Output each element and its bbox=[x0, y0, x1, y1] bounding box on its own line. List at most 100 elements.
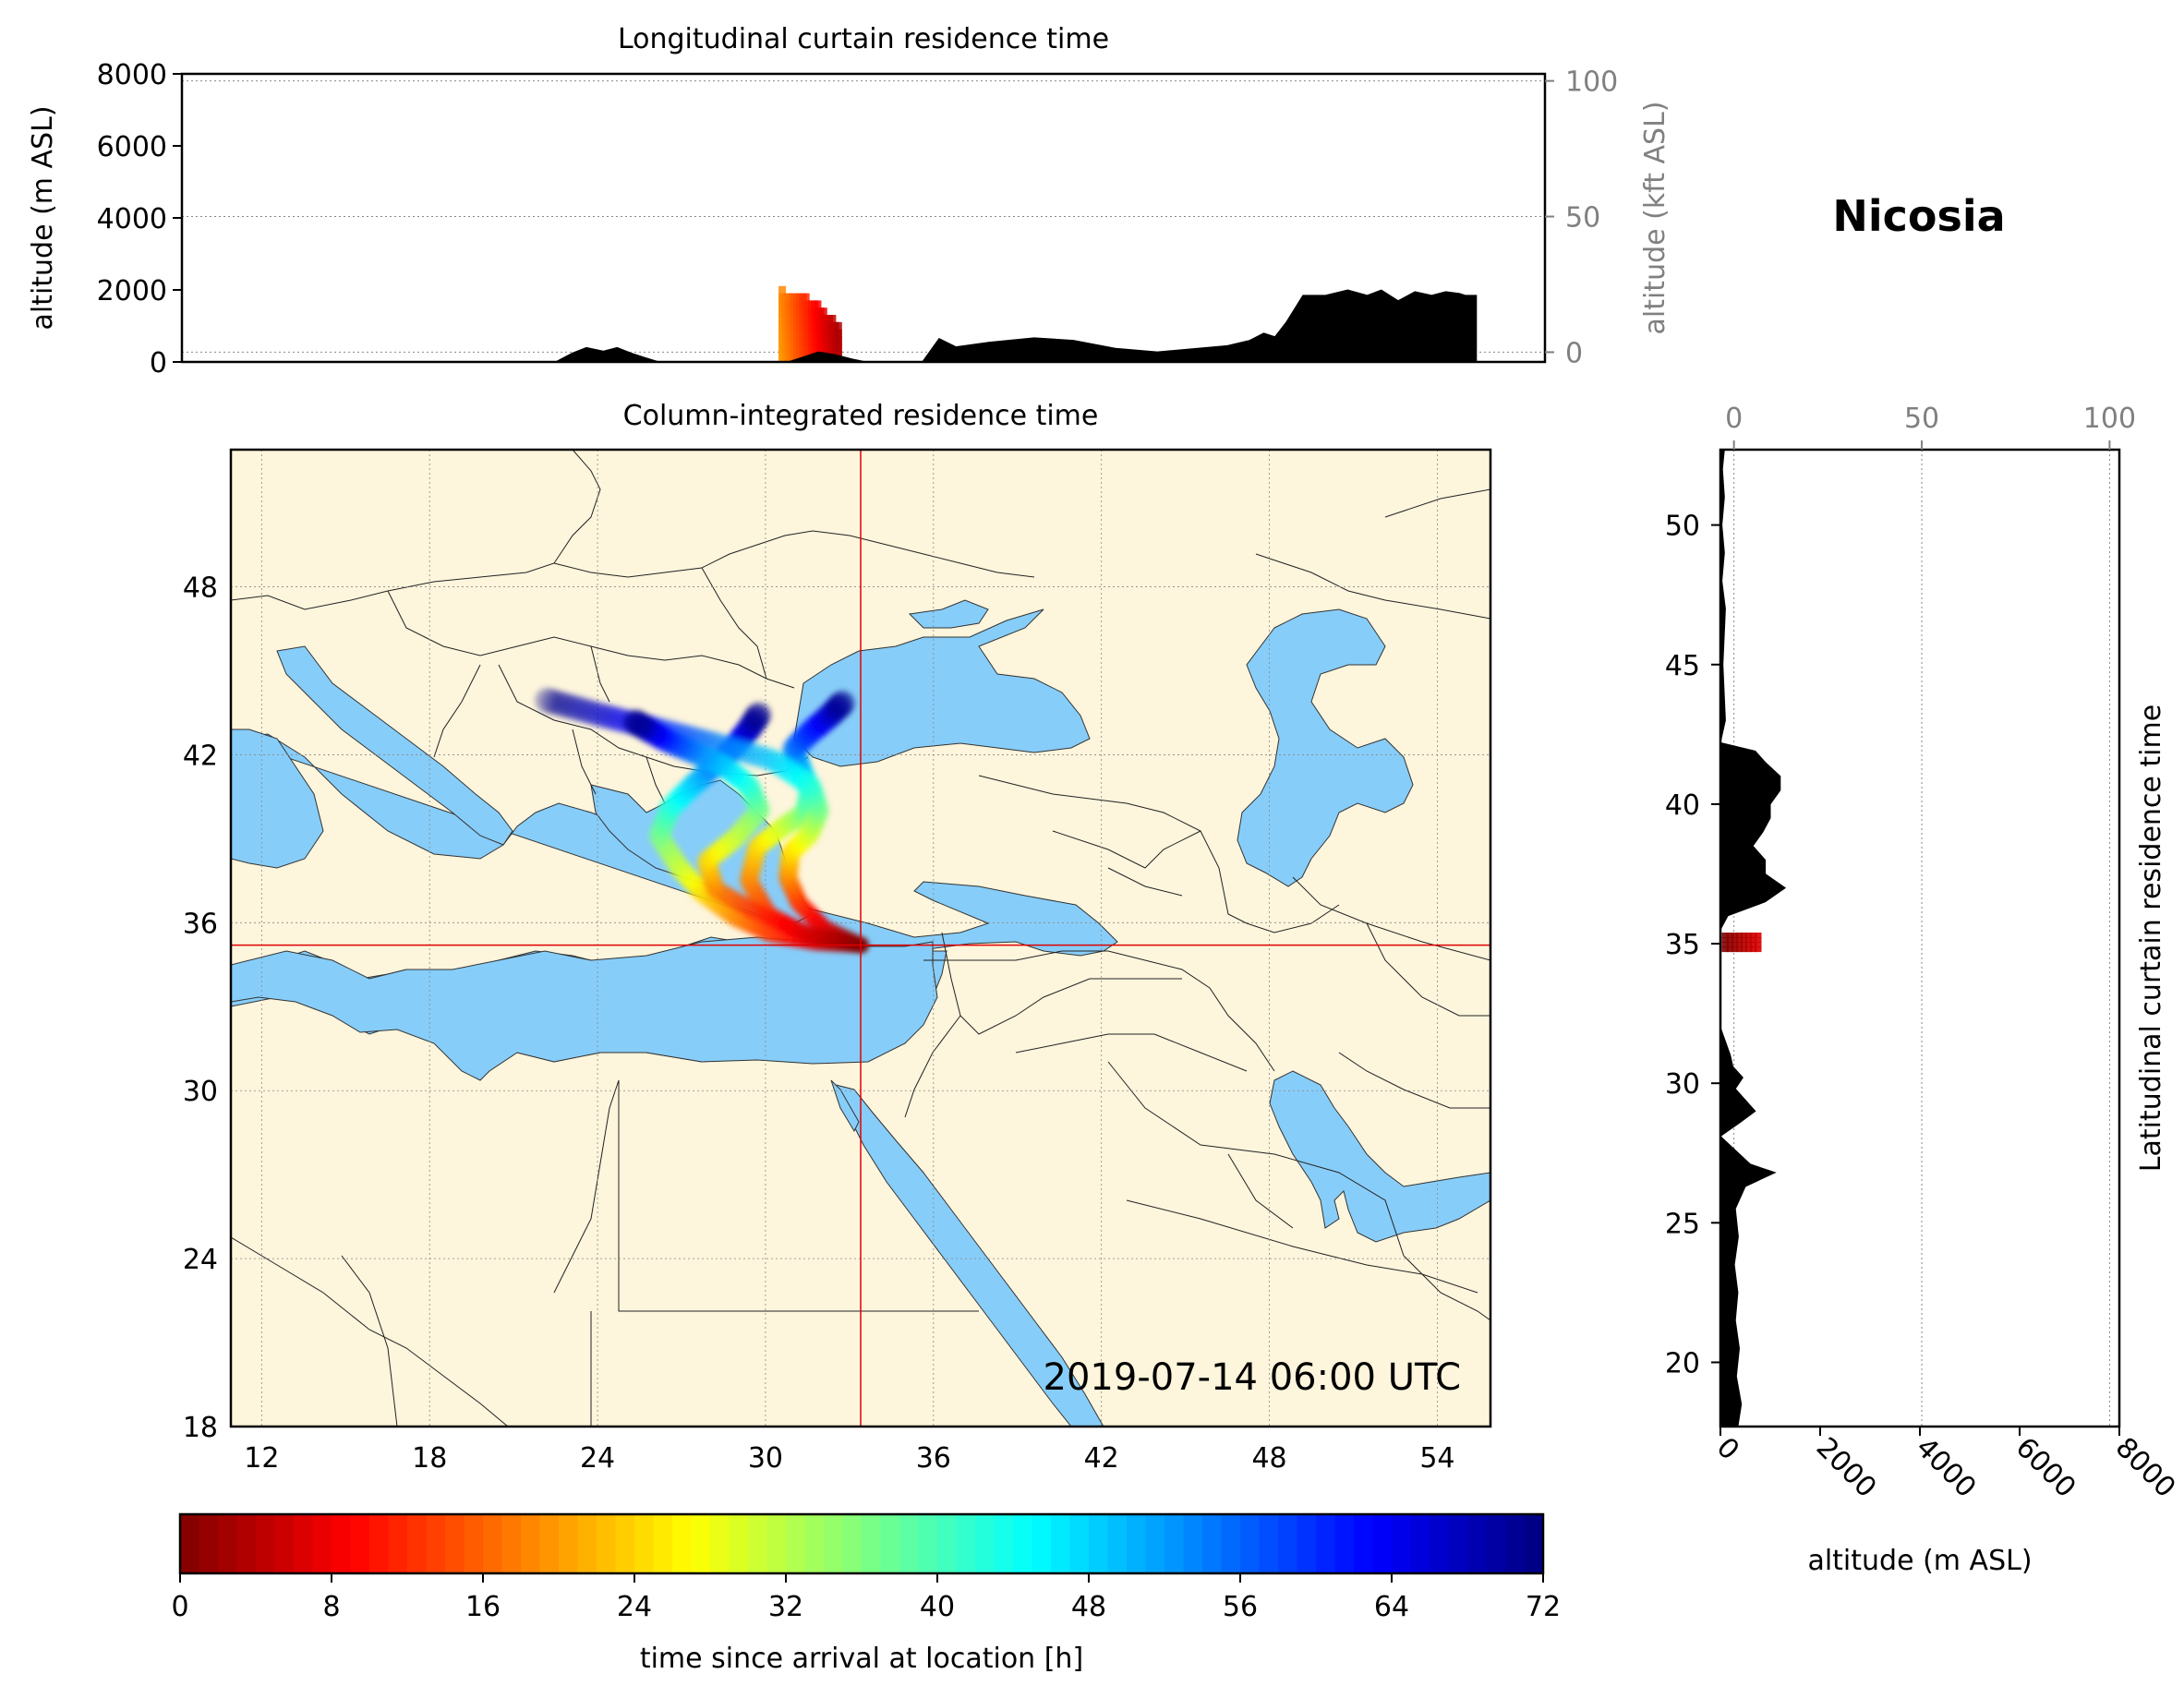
map-title: Column-integrated residence time bbox=[623, 400, 1099, 432]
trajectory-point bbox=[621, 708, 649, 736]
right-residence-cell bbox=[1726, 946, 1734, 953]
map-ytick-label: 48 bbox=[183, 572, 218, 605]
colorbar-tick-label: 72 bbox=[1526, 1591, 1561, 1623]
timestamp-label: 2019-07-14 06:00 UTC bbox=[1044, 1356, 1461, 1399]
location-title: Nicosia bbox=[1832, 191, 2005, 241]
right-residence-cell bbox=[1740, 946, 1748, 953]
colorbar-cell bbox=[1202, 1514, 1223, 1573]
colorbar-cell bbox=[1430, 1514, 1450, 1573]
right-top-xtick-label: 100 bbox=[2083, 403, 2136, 435]
map-ytick-label: 36 bbox=[183, 908, 218, 940]
right-xtick-label: 0 bbox=[1710, 1431, 1745, 1466]
top-ytick-label: 8000 bbox=[97, 59, 167, 91]
colorbar-cell bbox=[199, 1514, 219, 1573]
colorbar-cell bbox=[218, 1514, 238, 1573]
colorbar-cells bbox=[180, 1514, 1544, 1573]
colorbar-cell bbox=[256, 1514, 276, 1573]
right-ytick-label: 50 bbox=[1665, 511, 1700, 543]
colorbar-cell bbox=[824, 1514, 844, 1573]
colorbar-cell bbox=[539, 1514, 560, 1573]
colorbar-cell bbox=[180, 1514, 200, 1573]
colorbar-cell bbox=[672, 1514, 693, 1573]
right-plot-frame bbox=[1719, 448, 2121, 1428]
colorbar-cell bbox=[1145, 1514, 1165, 1573]
colorbar-cell bbox=[1354, 1514, 1374, 1573]
colorbar-tick-label: 56 bbox=[1223, 1591, 1258, 1623]
right-residence-cell bbox=[1754, 933, 1762, 938]
colorbar-cell bbox=[1127, 1514, 1147, 1573]
map-frame bbox=[229, 448, 1492, 1428]
colorbar-cell bbox=[1183, 1514, 1203, 1573]
colorbar-cell bbox=[880, 1514, 900, 1573]
right-residence-cell bbox=[1740, 937, 1748, 943]
colorbar-cell bbox=[1297, 1514, 1317, 1573]
map-ytick-label: 24 bbox=[183, 1244, 218, 1276]
colorbar-cell bbox=[388, 1514, 408, 1573]
right-terrain-area bbox=[1720, 450, 1787, 1427]
colorbar-cell bbox=[1221, 1514, 1241, 1573]
right-residence-cell bbox=[1726, 937, 1734, 943]
right-grid bbox=[1733, 450, 2110, 1427]
colorbar-cell bbox=[1240, 1514, 1261, 1573]
right-residence-cell bbox=[1754, 946, 1762, 953]
colorbar-cell bbox=[1164, 1514, 1185, 1573]
map-xtick-label: 42 bbox=[1084, 1442, 1119, 1475]
colorbar-cell bbox=[710, 1514, 730, 1573]
map-xtick-label: 54 bbox=[1419, 1442, 1454, 1475]
colorbar-cell bbox=[1107, 1514, 1128, 1573]
colorbar-cell bbox=[786, 1514, 806, 1573]
colorbar-cell bbox=[918, 1514, 938, 1573]
top-right-ytick-label: 50 bbox=[1565, 202, 1600, 235]
colorbar-tick-label: 16 bbox=[465, 1591, 501, 1623]
right-yticks: 20 25 30 35 40 45 50 bbox=[1665, 511, 1720, 1379]
right-residence-patch bbox=[1721, 933, 1762, 953]
right-residence-cell bbox=[1726, 933, 1734, 938]
colorbar-cell bbox=[294, 1514, 314, 1573]
trajectory-point bbox=[745, 701, 772, 728]
colorbar-cell bbox=[350, 1514, 370, 1573]
top-right-yticks: 0 50 100 bbox=[1545, 66, 1618, 369]
top-ytick-label: 4000 bbox=[97, 203, 167, 235]
top-right-ytick-label: 100 bbox=[1565, 66, 1618, 99]
colorbar-cell bbox=[1259, 1514, 1279, 1573]
colorbar-ticks: 0 8 16 24 32 40 48 56 64 72 bbox=[171, 1573, 1561, 1623]
colorbar-cell bbox=[1013, 1514, 1033, 1573]
colorbar-cell bbox=[1392, 1514, 1412, 1573]
colorbar-cell bbox=[1316, 1514, 1336, 1573]
colorbar-tick-label: 24 bbox=[617, 1591, 652, 1623]
right-residence-cell bbox=[1754, 937, 1762, 943]
map-xtick-label: 36 bbox=[916, 1442, 951, 1475]
top-ytick-label: 0 bbox=[150, 347, 167, 379]
right-residence-cell bbox=[1754, 942, 1762, 948]
colorbar-cell bbox=[956, 1514, 976, 1573]
colorbar-cell bbox=[597, 1514, 617, 1573]
colorbar-cell bbox=[1524, 1514, 1544, 1573]
colorbar-cell bbox=[1334, 1514, 1355, 1573]
right-residence-cell bbox=[1731, 933, 1739, 938]
colorbar-frame bbox=[178, 1512, 1545, 1575]
right-xtick-label: 2000 bbox=[1810, 1431, 1883, 1504]
colorbar-tick-label: 64 bbox=[1374, 1591, 1409, 1623]
colorbar-cell bbox=[615, 1514, 635, 1573]
right-ytick-label: 40 bbox=[1665, 789, 1700, 822]
right-ytick-label: 25 bbox=[1665, 1208, 1700, 1240]
colorbar-cell bbox=[483, 1514, 503, 1573]
map-yticks: 18 24 30 36 42 48 bbox=[183, 572, 218, 1444]
top-ylabel-right: altitude (kft ASL) bbox=[1639, 101, 1671, 334]
top-ylabel: altitude (m ASL) bbox=[27, 105, 59, 330]
colorbar-cell bbox=[975, 1514, 995, 1573]
colorbar-cell bbox=[862, 1514, 882, 1573]
colorbar-tick-label: 48 bbox=[1071, 1591, 1106, 1623]
colorbar-cell bbox=[899, 1514, 920, 1573]
colorbar-cell bbox=[1448, 1514, 1468, 1573]
colorbar-cell bbox=[634, 1514, 655, 1573]
colorbar-tick-label: 32 bbox=[768, 1591, 803, 1623]
colorbar-cell bbox=[426, 1514, 446, 1573]
receptor-crosshair bbox=[231, 450, 1490, 1427]
right-residence-cell bbox=[1744, 946, 1753, 953]
map-panel: Column-integrated residence time bbox=[183, 400, 1492, 1475]
colorbar-cell bbox=[653, 1514, 673, 1573]
colorbar-tick-label: 0 bbox=[171, 1591, 188, 1623]
